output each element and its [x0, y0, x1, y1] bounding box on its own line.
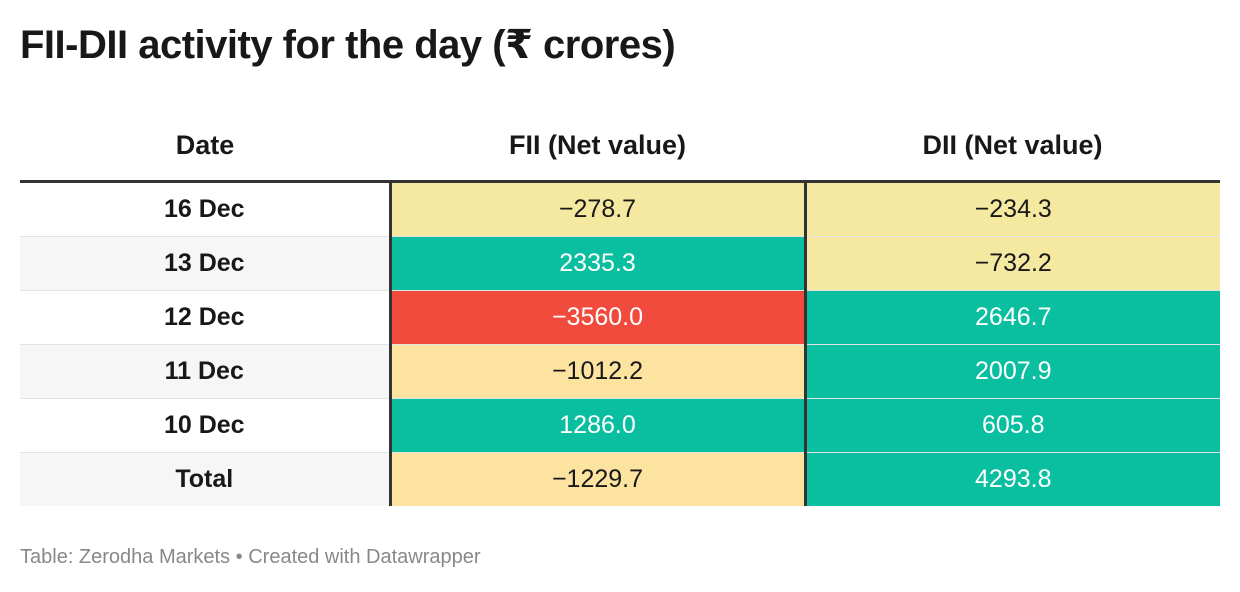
- dii-value-cell: 4293.8: [805, 452, 1220, 506]
- table-row: 13 Dec 2335.3 −732.2: [20, 236, 1220, 291]
- table-row: 10 Dec 1286.0 605.8: [20, 398, 1220, 453]
- row-date-cell: 11 Dec: [20, 344, 390, 399]
- row-date-cell: 10 Dec: [20, 398, 390, 453]
- column-header-date: Date: [20, 110, 390, 183]
- chart-title: FII-DII activity for the day (₹ crores): [20, 23, 676, 67]
- table-row: 16 Dec −278.7 −234.3: [20, 181, 1220, 237]
- column-header-dii: DII (Net value): [805, 110, 1220, 183]
- dii-value-cell: −732.2: [805, 236, 1220, 291]
- dii-value-cell: 2646.7: [805, 290, 1220, 345]
- table-row: 12 Dec −3560.0 2646.7: [20, 290, 1220, 345]
- dii-value-cell: 605.8: [805, 398, 1220, 453]
- fii-value-cell: −1229.7: [388, 452, 807, 506]
- fii-value-cell: −1012.2: [388, 344, 807, 399]
- dii-value-cell: −234.3: [805, 181, 1220, 237]
- table-row: Total −1229.7 4293.8: [20, 452, 1220, 506]
- header-row: Date FII (Net value) DII (Net value): [20, 110, 1220, 183]
- fii-value-cell: −278.7: [388, 181, 807, 237]
- dii-value-cell: 2007.9: [805, 344, 1220, 399]
- fii-value-cell: −3560.0: [388, 290, 807, 345]
- column-header-fii: FII (Net value): [390, 110, 805, 183]
- row-date-cell: 16 Dec: [20, 181, 390, 237]
- row-date-cell: 13 Dec: [20, 236, 390, 291]
- fii-value-cell: 1286.0: [388, 398, 807, 453]
- source-footer: Table: Zerodha Markets • Created with Da…: [20, 546, 481, 568]
- fii-value-cell: 2335.3: [388, 236, 807, 291]
- table-row: 11 Dec −1012.2 2007.9: [20, 344, 1220, 399]
- data-table-container: Date FII (Net value) DII (Net value) 16 …: [20, 110, 1220, 506]
- row-date-cell: Total: [20, 452, 390, 506]
- fii-dii-table: Date FII (Net value) DII (Net value) 16 …: [20, 110, 1220, 506]
- table-body: 16 Dec −278.7 −234.3 13 Dec 2335.3 −732.2 12 D…: [20, 181, 1220, 506]
- row-date-cell: 12 Dec: [20, 290, 390, 345]
